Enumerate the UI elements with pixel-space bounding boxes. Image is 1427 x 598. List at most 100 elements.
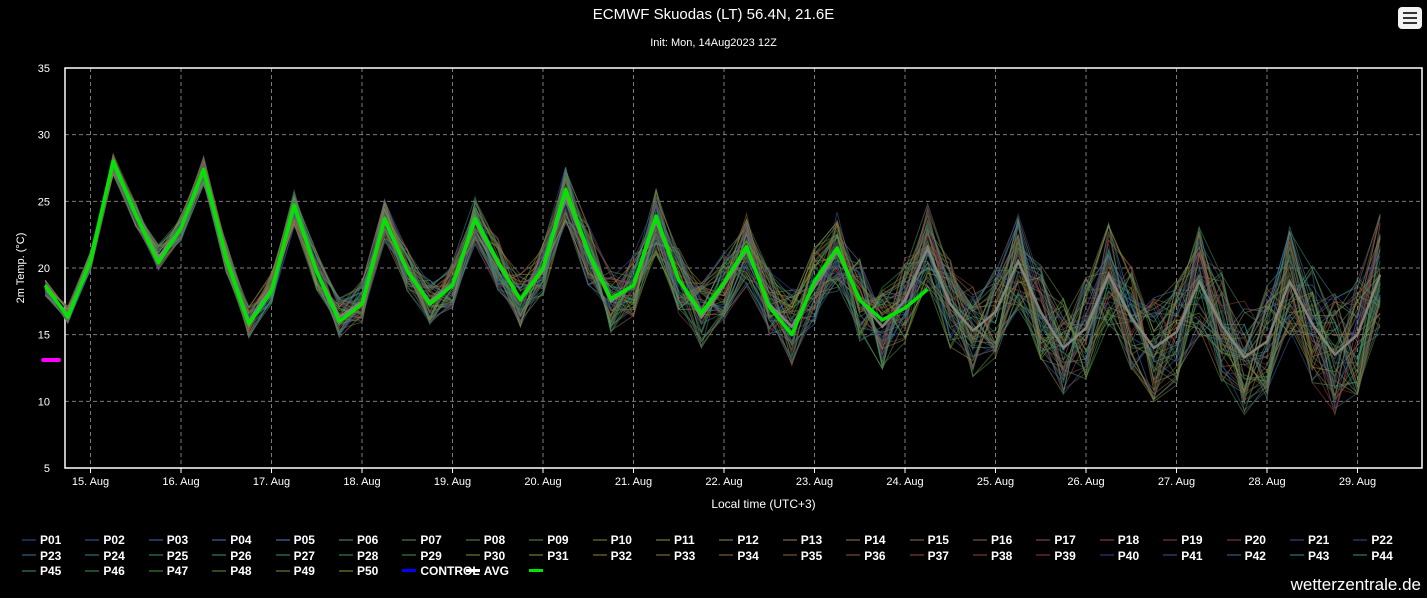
- legend-item-p44[interactable]: P44: [1353, 548, 1393, 563]
- ensemble-line-42: [44, 166, 1381, 395]
- legend-item-p35[interactable]: P35: [782, 548, 822, 562]
- legend-swatch: [402, 569, 417, 573]
- legend-item-p32[interactable]: P32: [592, 548, 632, 563]
- legend-item-p06[interactable]: P06: [339, 532, 378, 547]
- legend-item-p09[interactable]: P09: [529, 532, 569, 547]
- legend-label: P26: [230, 548, 252, 563]
- legend-item-p27[interactable]: P27: [275, 548, 315, 563]
- legend-item-p03[interactable]: P03: [148, 532, 188, 547]
- legend-item-unnamed[interactable]: [529, 563, 547, 578]
- legend-label: P30: [483, 548, 506, 563]
- legend-label: P25: [166, 548, 189, 563]
- legend-swatch: [22, 538, 36, 541]
- legend-label: P17: [1054, 532, 1076, 547]
- legend-item-p31[interactable]: P31: [529, 548, 569, 562]
- legend-item-p01[interactable]: P01: [22, 532, 61, 547]
- legend-item-p21[interactable]: P21: [1290, 532, 1329, 547]
- legend-swatch: [22, 554, 36, 557]
- legend-label: P40: [1117, 548, 1140, 563]
- legend-item-p49[interactable]: P49: [275, 563, 315, 578]
- legend-item-p19[interactable]: P19: [1163, 532, 1203, 547]
- legend-item-avg[interactable]: AVG: [465, 563, 509, 578]
- legend-label: P32: [610, 548, 632, 563]
- legend-item-p33[interactable]: P33: [656, 548, 696, 563]
- legend-item-p20[interactable]: P20: [1226, 532, 1266, 547]
- legend-label: P10: [610, 532, 632, 547]
- legend-item-p39[interactable]: P39: [1036, 548, 1076, 562]
- plot-frame: [64, 67, 1423, 469]
- legend-item-p25[interactable]: P25: [148, 548, 189, 563]
- legend-label: P44: [1371, 548, 1393, 563]
- legend-item-p12[interactable]: P12: [719, 532, 759, 547]
- legend-item-control[interactable]: CONTROL: [402, 563, 480, 578]
- legend-swatch: [402, 554, 417, 557]
- legend-item-p40[interactable]: P40: [1099, 548, 1140, 563]
- legend-swatch: [85, 538, 100, 541]
- legend-item-p07[interactable]: P07: [402, 532, 442, 547]
- legend-item-p05[interactable]: P05: [275, 532, 315, 547]
- x-tick-label: 27. Aug: [1158, 476, 1195, 488]
- legend-item-p04[interactable]: P04: [212, 532, 252, 547]
- legend-item-p38[interactable]: P38: [973, 548, 1013, 563]
- legend-item-p16[interactable]: P16: [973, 532, 1012, 547]
- legend-swatch: [1163, 554, 1178, 557]
- legend-item-p28[interactable]: P28: [339, 548, 378, 562]
- legend-item-p11[interactable]: P11: [656, 532, 695, 547]
- legend-item-p13[interactable]: P13: [782, 532, 822, 547]
- legend-swatch: [529, 554, 544, 557]
- legend-label: P01: [40, 532, 62, 547]
- x-tick-label: 29. Aug: [1339, 476, 1376, 488]
- legend-swatch: [1036, 554, 1051, 557]
- legend-swatch: [212, 538, 227, 541]
- y-tick-label: 25: [38, 196, 50, 208]
- x-tick-label: 16. Aug: [162, 476, 199, 488]
- ensemble-line-49: [44, 168, 1381, 395]
- legend-swatch: [1226, 538, 1241, 541]
- legend-item-p36[interactable]: P36: [846, 548, 886, 563]
- legend-swatch: [846, 538, 861, 541]
- legend-item-p17[interactable]: P17: [1036, 532, 1076, 547]
- legend-swatch: [1099, 554, 1114, 557]
- legend-item-p43[interactable]: P43: [1290, 548, 1329, 562]
- legend-label: P41: [1181, 548, 1203, 563]
- legend-label: P12: [737, 532, 759, 547]
- legend-item-p22[interactable]: P22: [1353, 532, 1393, 547]
- x-tick-label: 18. Aug: [343, 476, 380, 488]
- legend-item-p42[interactable]: P42: [1226, 548, 1266, 562]
- legend-swatch: [148, 554, 163, 557]
- legend-item-p34[interactable]: P34: [719, 548, 759, 562]
- legend-item-p14[interactable]: P14: [846, 532, 886, 547]
- legend-item-p08[interactable]: P08: [465, 532, 505, 547]
- legend-item-p45[interactable]: P45: [22, 563, 61, 578]
- legend-swatch: [212, 554, 227, 557]
- legend-label: P11: [674, 532, 695, 547]
- legend-item-p26[interactable]: P26: [212, 548, 252, 563]
- hamburger-menu-icon[interactable]: [1398, 7, 1422, 29]
- legend-swatch: [973, 554, 987, 557]
- legend-item-p23[interactable]: P23: [22, 548, 61, 562]
- legend-item-p15[interactable]: P15: [909, 532, 949, 547]
- legend-label: P36: [864, 548, 886, 563]
- legend-item-p37[interactable]: P37: [909, 548, 949, 562]
- x-tick-label: 24. Aug: [886, 476, 923, 488]
- legend-label: P38: [991, 548, 1013, 563]
- legend-label: P50: [357, 563, 379, 578]
- legend-swatch: [1290, 554, 1304, 557]
- legend-item-p30[interactable]: P30: [465, 548, 506, 563]
- legend-item-p24[interactable]: P24: [85, 548, 125, 562]
- legend-swatch: [85, 554, 100, 557]
- legend-label: P16: [991, 532, 1013, 547]
- ensemble-line-40: [44, 165, 1381, 366]
- legend-item-p48[interactable]: P48: [212, 563, 252, 578]
- legend-label: P27: [293, 548, 315, 563]
- legend-item-p46[interactable]: P46: [85, 563, 125, 578]
- legend-item-p02[interactable]: P02: [85, 532, 125, 547]
- legend-item-p18[interactable]: P18: [1099, 532, 1139, 547]
- legend-swatch: [212, 569, 227, 572]
- legend-item-p10[interactable]: P10: [592, 532, 632, 547]
- legend-label: P33: [674, 548, 696, 563]
- legend-item-p41[interactable]: P41: [1163, 548, 1203, 563]
- legend-item-p50[interactable]: P50: [339, 563, 378, 578]
- legend-item-p47[interactable]: P47: [148, 563, 188, 578]
- legend-item-p29[interactable]: P29: [402, 548, 442, 562]
